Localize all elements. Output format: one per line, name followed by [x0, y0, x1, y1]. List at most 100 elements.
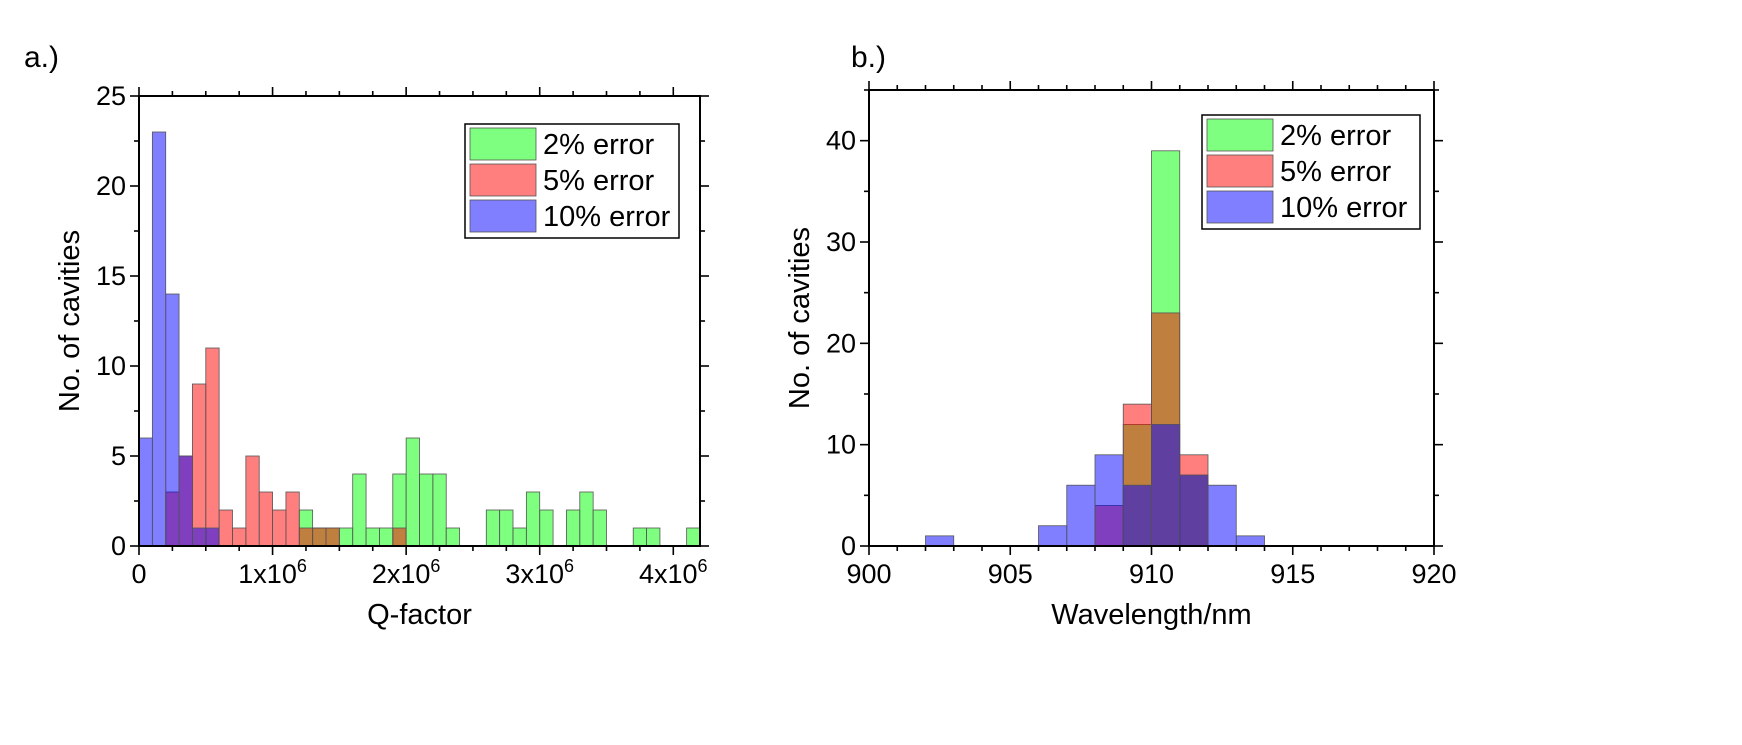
x-tick-label-base: 910 [1129, 559, 1174, 589]
panel-label-a: a.) [24, 41, 59, 74]
bar [1207, 484, 1237, 547]
bar [165, 293, 180, 547]
x-tick-label-exponent: 6 [297, 556, 307, 576]
bar [1122, 484, 1152, 547]
x-tick-label-base: 4x10 [639, 559, 698, 589]
y-tick-label: 10 [96, 351, 126, 381]
x-tick-label: 0 [131, 559, 146, 589]
bar [192, 527, 207, 547]
x-axis-title: Wavelength/nm [1051, 599, 1251, 631]
bar [539, 509, 554, 547]
bar [632, 527, 647, 547]
bar [1179, 474, 1209, 547]
legend-swatch-2pct-error [469, 127, 537, 161]
y-tick-label: 40 [826, 126, 856, 156]
legend-swatch-5pct-error [1206, 154, 1274, 188]
bar [1038, 525, 1068, 547]
bar [485, 509, 501, 547]
bar [218, 509, 233, 547]
bar [1151, 423, 1181, 547]
bar [525, 491, 541, 547]
x-tick-label-exponent: 6 [698, 556, 708, 576]
y-axis: 0 10 20 30 40 [826, 89, 1443, 561]
bar [138, 437, 153, 547]
y-tick-label: 20 [826, 328, 856, 358]
x-tick-label-base: 3x10 [505, 559, 564, 589]
bar [178, 455, 193, 547]
bar [432, 473, 447, 547]
x-tick-label: 915 [1270, 559, 1315, 589]
x-tick-label: 900 [846, 559, 891, 589]
y-tick-label: 25 [96, 81, 126, 111]
bar [205, 527, 220, 547]
legend-swatch-5pct-error [469, 163, 537, 197]
bar [1235, 535, 1265, 547]
x-tick-label-base: 1x10 [238, 559, 297, 589]
series-5pct-error [165, 347, 407, 547]
legend: 2% error 5% error 10% error [464, 123, 680, 239]
y-axis: 0 5 10 15 20 25 [96, 81, 709, 561]
x-tick-label-exponent: 6 [430, 556, 440, 576]
legend-label-2pct-error: 2% error [543, 129, 655, 161]
x-tick-label-base: 905 [988, 559, 1033, 589]
legend-label-10pct-error: 10% error [1280, 192, 1408, 224]
y-tick-label: 0 [841, 531, 856, 561]
x-tick-label: 905 [988, 559, 1033, 589]
y-tick-label: 30 [826, 227, 856, 257]
bar [379, 527, 394, 547]
y-axis-title: No. of cavities [54, 230, 86, 412]
bar [405, 437, 420, 547]
legend-swatch-10pct-error [1206, 190, 1274, 224]
bar [365, 527, 380, 547]
x-tick-label: 1x106 [238, 556, 307, 589]
legend-label-5pct-error: 5% error [1280, 156, 1392, 188]
bar [298, 527, 314, 547]
x-tick-label-exponent: 6 [564, 556, 574, 576]
y-tick-label: 0 [111, 531, 126, 561]
bar [592, 509, 607, 547]
bar [258, 491, 273, 547]
bar [205, 347, 220, 547]
bar [445, 527, 460, 547]
x-axis: 0 1x106 2x106 3x106 4x106 [131, 87, 708, 589]
x-tick-label: 3x106 [505, 556, 574, 589]
y-tick-label: 5 [111, 441, 126, 471]
x-tick-label: 4x106 [639, 556, 708, 589]
bar [686, 527, 701, 547]
x-axis-title: Q-factor [367, 599, 472, 631]
series-10pct-error [925, 423, 1265, 547]
bar [512, 527, 527, 547]
x-tick-label-base: 920 [1411, 559, 1456, 589]
x-tick-label: 2x106 [372, 556, 441, 589]
legend-label-2pct-error: 2% error [1280, 120, 1392, 152]
bar [1066, 484, 1096, 547]
x-tick-label: 920 [1411, 559, 1456, 589]
bar [245, 455, 260, 547]
y-tick-label: 10 [826, 430, 856, 460]
x-axis: 900 905 910 915 920 [846, 81, 1457, 589]
legend-swatch-10pct-error [469, 199, 537, 233]
legend-label-5pct-error: 5% error [543, 165, 655, 197]
bar [579, 491, 594, 547]
x-tick-label-base: 900 [846, 559, 891, 589]
y-tick-label: 15 [96, 261, 126, 291]
x-tick-label-base: 0 [131, 559, 146, 589]
bar [232, 527, 247, 547]
bar [338, 527, 354, 547]
bar [1094, 454, 1124, 547]
x-tick-label: 910 [1129, 559, 1174, 589]
bar [646, 527, 661, 547]
bar [192, 383, 207, 547]
bar [285, 491, 300, 547]
bar [272, 509, 287, 547]
x-tick-label-base: 915 [1270, 559, 1315, 589]
bar [352, 473, 367, 547]
bar [499, 509, 514, 547]
legend-swatch-2pct-error [1206, 118, 1274, 152]
legend-label-10pct-error: 10% error [543, 201, 671, 233]
panel-b: b.) 900 905 910 915 920 0 10 20 30 40 Wavelength/n… [784, 41, 1457, 631]
legend: 2% error 5% error 10% error [1201, 114, 1421, 230]
y-tick-label: 20 [96, 171, 126, 201]
x-tick-label-base: 2x10 [372, 559, 431, 589]
panel-label-b: b.) [851, 41, 886, 74]
